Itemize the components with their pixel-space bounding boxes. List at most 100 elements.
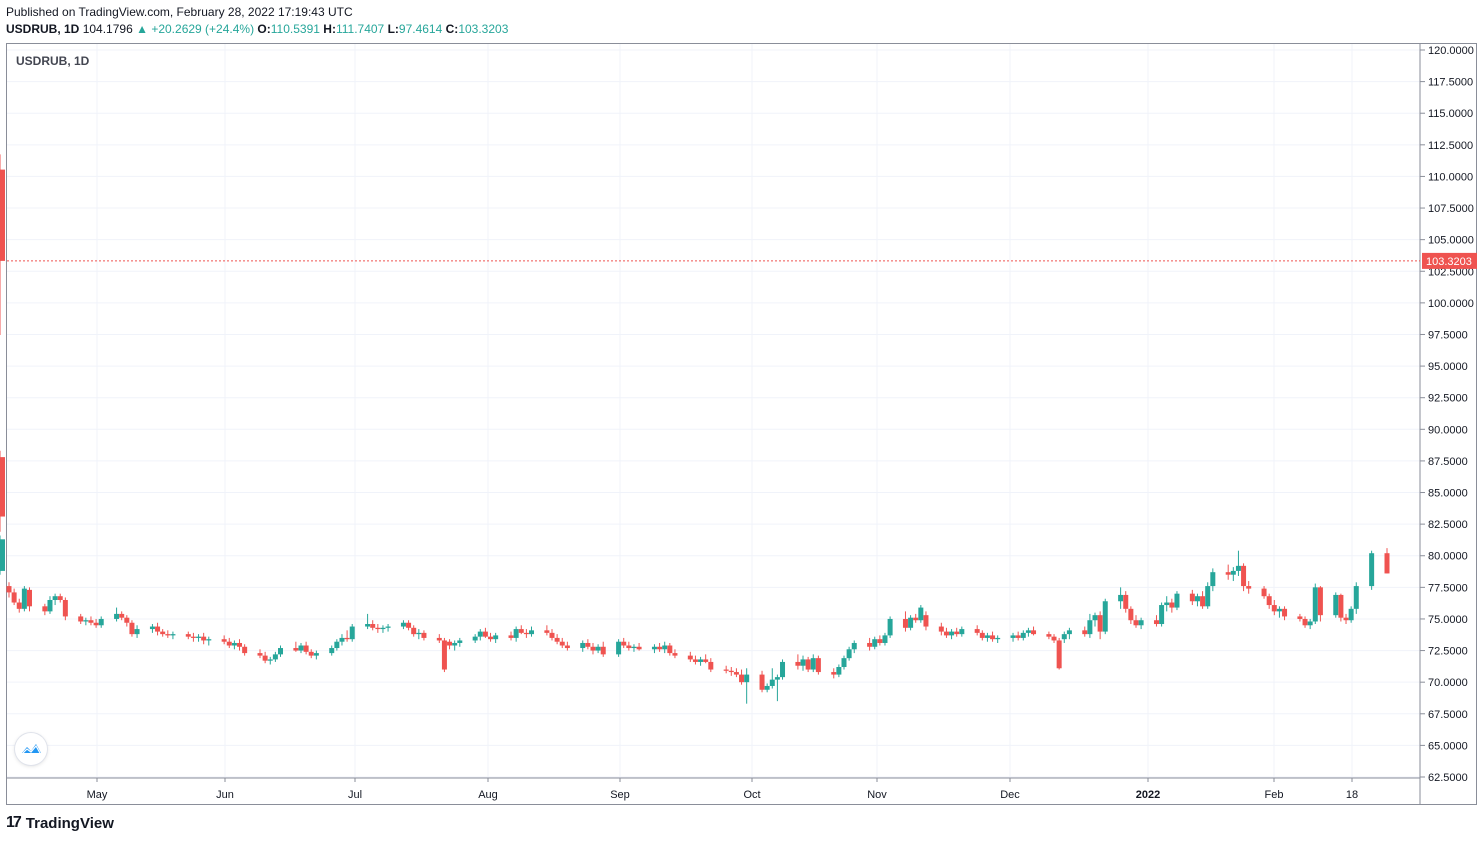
candle-body bbox=[1307, 621, 1313, 626]
candle-body bbox=[887, 618, 893, 636]
candle-body bbox=[231, 642, 237, 646]
candle-body bbox=[1051, 636, 1057, 641]
open-label: O: bbox=[257, 22, 271, 36]
candle-body bbox=[267, 659, 273, 661]
candle-body bbox=[226, 641, 232, 646]
candle-body bbox=[119, 613, 125, 618]
candle-body bbox=[990, 635, 996, 640]
y-tick-label: 85.0000 bbox=[1428, 488, 1468, 500]
candle-body bbox=[482, 631, 488, 637]
candle-body bbox=[488, 636, 494, 640]
candle-body bbox=[190, 636, 196, 638]
candle-body bbox=[1194, 596, 1200, 602]
candle-body bbox=[1282, 608, 1288, 617]
candle-body bbox=[170, 634, 176, 636]
close-value: 103.3203 bbox=[458, 22, 509, 36]
x-tick-label: Jun bbox=[216, 789, 234, 801]
last-price-tag bbox=[1422, 252, 1477, 269]
candle-body bbox=[867, 642, 873, 647]
candle-body bbox=[329, 648, 335, 654]
candle-body bbox=[698, 659, 704, 662]
close-label: C: bbox=[445, 22, 459, 36]
candle-body bbox=[1164, 602, 1170, 606]
candle-body bbox=[1317, 587, 1323, 616]
y-tick-label: 75.0000 bbox=[1428, 614, 1468, 626]
candle-body bbox=[1102, 601, 1108, 632]
candle-body bbox=[0, 457, 5, 507]
tradingview-logo-icon: 17 bbox=[6, 814, 22, 831]
candle-body bbox=[769, 679, 775, 686]
candle-body bbox=[954, 631, 960, 635]
candle-body bbox=[708, 661, 714, 670]
candle-body bbox=[1138, 620, 1144, 626]
candle-body bbox=[221, 639, 227, 642]
candle-body bbox=[1031, 630, 1037, 635]
candle-body bbox=[93, 622, 99, 626]
candle-body bbox=[6, 586, 12, 593]
x-tick-label: Feb bbox=[1265, 789, 1284, 801]
candle-body bbox=[257, 653, 263, 656]
candle-body bbox=[165, 634, 171, 636]
candle-body bbox=[26, 589, 32, 607]
y-tick-label: 117.5000 bbox=[1428, 77, 1473, 89]
x-tick-label: Oct bbox=[743, 789, 760, 801]
candle-body bbox=[800, 659, 806, 666]
candle-body bbox=[918, 607, 924, 621]
candle-body bbox=[457, 640, 463, 643]
x-tick-label: Aug bbox=[478, 789, 498, 801]
candle-body bbox=[185, 634, 191, 637]
candle-body bbox=[846, 649, 852, 659]
y-tick-label: 70.0000 bbox=[1428, 677, 1468, 689]
candle-body bbox=[452, 642, 458, 646]
candle-body bbox=[636, 646, 642, 650]
candle-body bbox=[518, 629, 524, 633]
candle-body bbox=[339, 637, 345, 642]
candle-body bbox=[831, 672, 837, 675]
candle-body bbox=[1092, 615, 1098, 621]
y-tick-label: 90.0000 bbox=[1428, 424, 1468, 436]
x-tick-label: Nov bbox=[867, 789, 887, 801]
candle-body bbox=[974, 629, 980, 633]
chart-frame[interactable] bbox=[6, 43, 1477, 805]
candle-body bbox=[780, 661, 786, 678]
candle-body bbox=[447, 641, 453, 646]
candle-body bbox=[0, 539, 5, 571]
y-tick-label: 77.5000 bbox=[1428, 582, 1468, 594]
candle-body bbox=[513, 629, 519, 638]
candle-body bbox=[1061, 634, 1067, 640]
candle-body bbox=[201, 636, 207, 641]
candle-body bbox=[979, 632, 985, 638]
candle-body bbox=[1169, 602, 1175, 608]
candle-body bbox=[278, 648, 284, 655]
high-value: 111.7407 bbox=[335, 22, 385, 36]
candle-body bbox=[124, 617, 130, 623]
candle-body bbox=[764, 685, 770, 690]
x-tick-label: 18 bbox=[1346, 789, 1358, 801]
candle-body bbox=[805, 659, 811, 670]
tradingview-logo[interactable]: 17 TradingView bbox=[6, 814, 114, 832]
brand-text: TradingView bbox=[25, 814, 114, 832]
candle-body bbox=[651, 646, 657, 650]
tradingview-badge-button[interactable] bbox=[15, 733, 47, 765]
candle-body bbox=[841, 658, 847, 668]
candle-body bbox=[1010, 635, 1016, 638]
last-price-label: 103.3203 bbox=[1426, 256, 1472, 268]
candle-body bbox=[672, 653, 678, 656]
candle-body bbox=[16, 602, 22, 609]
candle-body bbox=[1025, 630, 1031, 633]
candle-body bbox=[1020, 632, 1026, 638]
candle-body bbox=[385, 626, 391, 628]
candle-body bbox=[0, 169, 5, 261]
candle-body bbox=[529, 630, 535, 635]
candle-body bbox=[902, 618, 908, 628]
candle-body bbox=[370, 624, 376, 628]
y-tick-label: 100.0000 bbox=[1428, 298, 1474, 310]
candle-body bbox=[1235, 565, 1241, 571]
candle-body bbox=[1348, 608, 1354, 621]
candle-body bbox=[1369, 553, 1375, 587]
candle-body bbox=[774, 677, 780, 680]
candle-body bbox=[1246, 586, 1252, 589]
candle-body bbox=[559, 641, 565, 646]
candle-body bbox=[949, 631, 955, 636]
